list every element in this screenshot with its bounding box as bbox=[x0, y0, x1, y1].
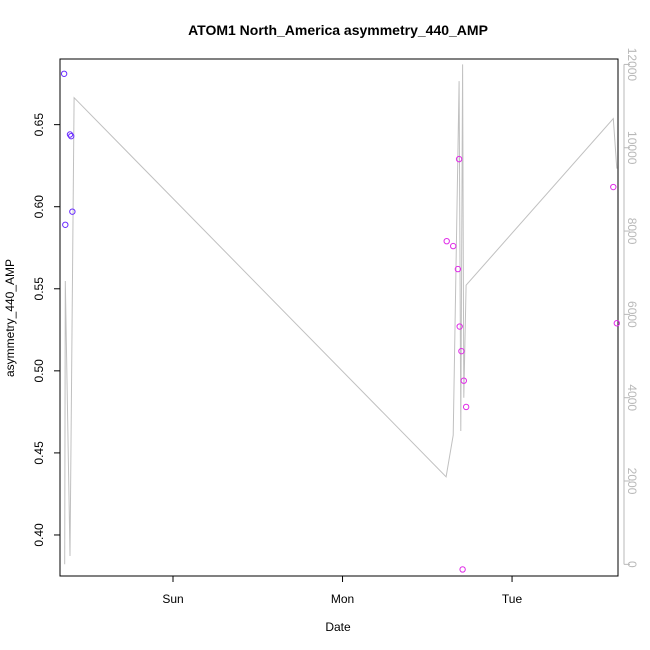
y-tick-label: 0.60 bbox=[32, 195, 46, 219]
x-tick-label: Mon bbox=[331, 592, 354, 606]
y-tick-label: 0.55 bbox=[32, 277, 46, 301]
y-tick-label: 0.40 bbox=[32, 523, 46, 547]
secondary-y-tick-label: 4000 bbox=[625, 384, 639, 411]
data-point bbox=[610, 183, 617, 191]
data-point bbox=[66, 131, 74, 138]
secondary-y-tick-label: 10000 bbox=[625, 131, 639, 165]
y-axis: 0.40 0.45 0.50 0.55 0.60 0.65 bbox=[32, 113, 60, 547]
data-point bbox=[462, 403, 470, 411]
x-axis-label: Date bbox=[325, 620, 351, 634]
secondary-series-line bbox=[64, 64, 618, 565]
secondary-y-tick-label: 2000 bbox=[625, 468, 639, 495]
scatter-series bbox=[60, 70, 621, 573]
y-tick-label: 0.50 bbox=[32, 359, 46, 383]
secondary-series bbox=[64, 64, 618, 565]
y-tick-label: 0.45 bbox=[32, 441, 46, 465]
plot-frame bbox=[59, 58, 619, 577]
secondary-y-tick-label: 12000 bbox=[625, 48, 639, 82]
secondary-y-tick-label: 6000 bbox=[625, 301, 639, 328]
x-axis: Sun Mon Tue bbox=[162, 576, 522, 606]
data-point bbox=[60, 70, 68, 77]
chart-title: ATOM1 North_America asymmetry_440_AMP bbox=[188, 22, 488, 38]
data-point bbox=[69, 208, 76, 215]
data-point bbox=[67, 132, 75, 140]
data-point bbox=[460, 377, 467, 384]
data-point bbox=[613, 320, 621, 327]
data-point bbox=[455, 155, 463, 163]
data-point bbox=[443, 237, 450, 245]
data-point bbox=[454, 265, 462, 273]
data-point bbox=[459, 566, 466, 573]
secondary-y-tick-label: 8000 bbox=[625, 218, 639, 245]
y-tick-label: 0.65 bbox=[32, 113, 46, 137]
secondary-y-axis: 0 2000 4000 6000 8000 10000 12000 bbox=[623, 48, 639, 568]
x-tick-label: Sun bbox=[162, 592, 183, 606]
x-tick-label: Tue bbox=[502, 592, 523, 606]
data-point bbox=[449, 242, 457, 250]
data-point bbox=[458, 347, 465, 355]
data-point bbox=[456, 323, 463, 330]
secondary-y-tick-label: 0 bbox=[625, 561, 639, 568]
y-axis-label: asymmetry_440_AMP bbox=[3, 259, 17, 377]
data-point bbox=[62, 221, 69, 228]
